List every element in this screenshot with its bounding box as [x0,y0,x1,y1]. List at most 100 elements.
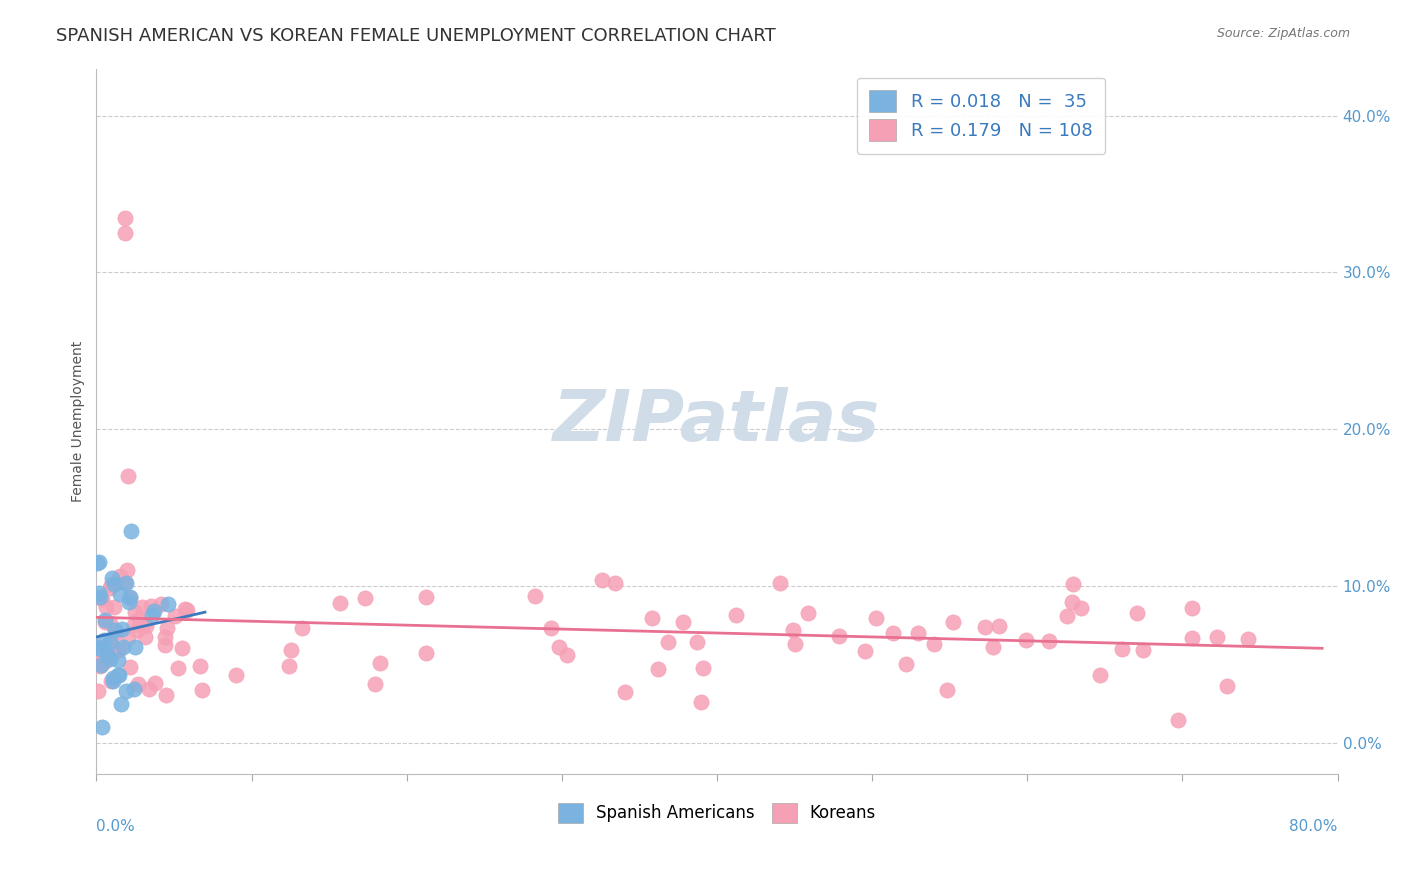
Point [87,586,110,600]
Point [87,684,110,698]
Point [98,615,121,630]
Point [98,581,121,595]
Point [114,575,136,590]
Point [1167,713,1189,727]
Point [87,656,110,670]
Point [98,635,121,649]
Point [117,631,139,645]
Point [280,643,302,657]
Point [1181,632,1204,646]
Point [853,644,876,658]
Point [103,577,125,591]
Point [107,653,129,667]
Point [145,675,167,690]
Point [100,633,122,648]
Point [128,612,150,626]
Point [354,591,377,606]
Point [125,623,148,637]
Point [93,632,115,647]
Point [974,620,997,634]
Point [155,688,177,702]
Point [797,606,820,620]
Point [689,695,711,709]
Point [135,619,157,633]
Point [523,589,546,603]
Point [86,640,108,655]
Point [114,684,136,698]
Point [150,597,173,611]
Point [1056,608,1078,623]
Point [108,569,131,583]
Point [118,590,141,604]
Point [329,595,352,609]
Point [100,673,122,688]
Point [1015,633,1038,648]
Point [1125,606,1147,620]
Point [153,630,176,644]
Point [1062,576,1084,591]
Y-axis label: Female Unemployment: Female Unemployment [72,341,86,502]
Point [107,667,129,681]
Point [605,576,627,591]
Legend: Spanish Americans, Koreans: Spanish Americans, Koreans [551,796,883,830]
Point [188,659,211,673]
Point [191,683,214,698]
Point [124,605,146,619]
Point [117,469,139,483]
Point [114,226,136,240]
Point [1216,679,1239,693]
Point [415,647,437,661]
Point [93,655,115,669]
Point [882,625,904,640]
Text: Source: ZipAtlas.com: Source: ZipAtlas.com [1216,27,1350,40]
Point [139,599,162,614]
Point [89,591,111,605]
Point [153,638,176,652]
Point [364,677,387,691]
Point [115,576,138,591]
Point [93,615,115,630]
Text: 80.0%: 80.0% [1289,819,1337,834]
Point [98,648,121,663]
Point [89,658,111,673]
Point [686,634,709,648]
Point [1070,601,1092,615]
Point [1181,601,1204,615]
Point [936,682,959,697]
Point [124,640,146,654]
Point [1132,642,1154,657]
Point [942,615,965,629]
Point [415,590,437,604]
Point [107,668,129,682]
Point [641,611,664,625]
Point [783,637,806,651]
Point [132,617,155,632]
Point [291,621,314,635]
Point [124,681,146,696]
Point [112,640,135,654]
Point [91,720,114,734]
Point [368,657,391,671]
Point [278,659,301,673]
Point [101,674,124,689]
Point [114,211,136,225]
Point [94,600,117,615]
Point [110,697,132,711]
Point [96,639,118,653]
Point [1111,642,1133,657]
Point [111,623,134,637]
Point [647,662,669,676]
Text: ZIPatlas: ZIPatlas [554,387,880,456]
Point [96,646,118,660]
Point [692,661,714,675]
Point [101,571,124,585]
Point [86,556,108,570]
Point [141,607,163,622]
Point [894,657,917,671]
Point [103,600,125,615]
Point [983,640,1005,654]
Point [1205,630,1227,644]
Point [176,602,198,616]
Point [90,658,112,673]
Point [134,630,156,644]
